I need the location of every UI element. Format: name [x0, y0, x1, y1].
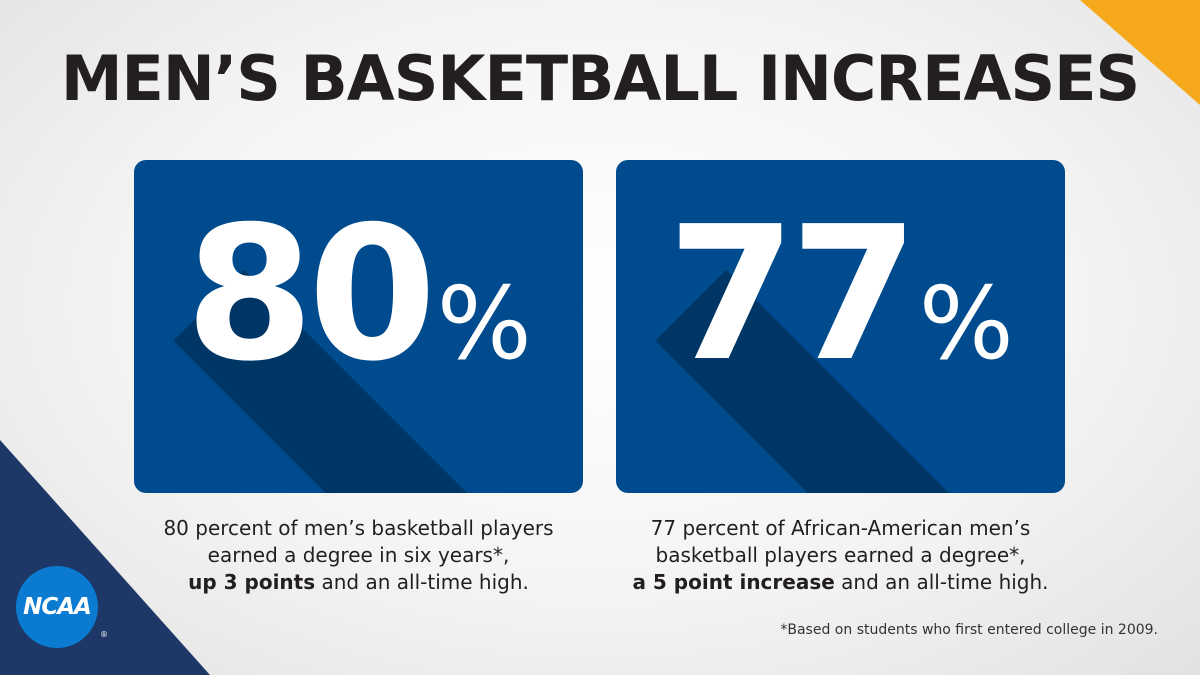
caption-line: basketball players earned a degree*, [655, 543, 1026, 567]
caption-line: a 5 point increase and an all-time high. [616, 569, 1065, 596]
stat-card-african-american: 77% [616, 160, 1065, 493]
footnote: *Based on students who first entered col… [780, 622, 1158, 638]
registered-mark: ® [100, 630, 108, 639]
page-title: MEN’S BASKETBALL INCREASES [60, 42, 1140, 115]
caption-line: 80 percent of men’s basketball players [163, 516, 554, 540]
ncaa-logo-icon: NCAA [16, 566, 98, 648]
stat-value-overall: 80% [134, 202, 583, 387]
caption-highlight: a 5 point increase [632, 570, 835, 594]
caption-overall: 80 percent of men’s basketball players e… [134, 515, 583, 596]
caption-tail: and an all-time high. [834, 570, 1049, 594]
percent-sign: % [918, 265, 1014, 382]
stat-number: 80 [185, 186, 436, 402]
percent-sign: % [436, 265, 532, 382]
stat-number: 77 [667, 186, 918, 402]
caption-line: 77 percent of African-American men’s [650, 516, 1031, 540]
stat-card-overall: 80% [134, 160, 583, 493]
corner-accent-top-right [1080, 0, 1200, 105]
caption-african-american: 77 percent of African-American men’s bas… [616, 515, 1065, 596]
caption-line: earned a degree in six years*, [207, 543, 510, 567]
stat-value-african-american: 77% [616, 202, 1065, 387]
caption-line: up 3 points and an all-time high. [134, 569, 583, 596]
caption-highlight: up 3 points [188, 570, 316, 594]
caption-tail: and an all-time high. [315, 570, 529, 594]
